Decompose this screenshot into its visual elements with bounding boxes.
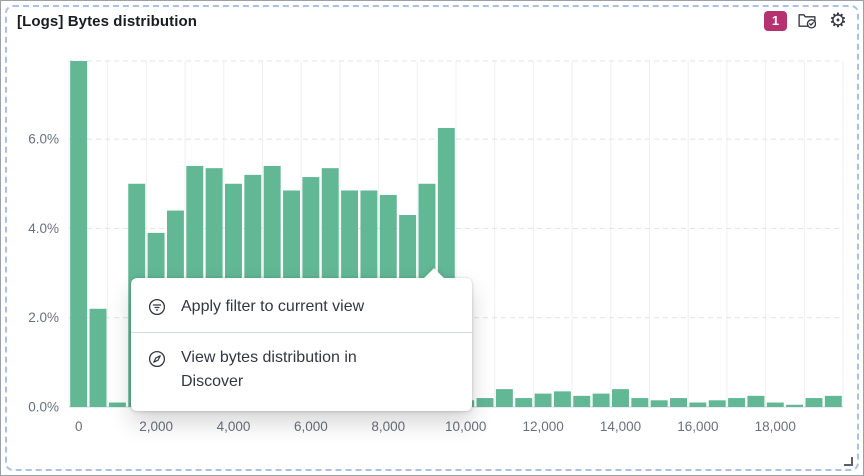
histogram-bar[interactable] xyxy=(515,398,533,407)
gear-icon: ⚙ xyxy=(829,10,847,32)
histogram-bar[interactable] xyxy=(89,308,107,407)
x-tick-label: 18,000 xyxy=(755,419,796,434)
y-tick-label: 4.0% xyxy=(28,221,59,236)
x-tick-label: 0 xyxy=(75,419,83,434)
histogram-bar[interactable] xyxy=(631,398,649,407)
y-tick-label: 2.0% xyxy=(28,310,59,325)
histogram-bar[interactable] xyxy=(573,395,591,407)
filter-count-badge[interactable]: 1 xyxy=(764,11,787,31)
x-tick-label: 8,000 xyxy=(371,419,405,434)
compass-icon xyxy=(147,349,167,369)
panel-context-menu: Apply filter to current view View bytes … xyxy=(131,268,472,411)
x-tick-label: 4,000 xyxy=(217,419,251,434)
folder-check-icon xyxy=(798,11,817,32)
histogram-bar[interactable] xyxy=(650,400,668,407)
y-tick-label: 0.0% xyxy=(28,400,59,415)
histogram-bar[interactable] xyxy=(108,402,126,407)
histogram-bar[interactable] xyxy=(495,389,513,407)
save-to-library-button[interactable] xyxy=(796,10,818,32)
histogram-bar[interactable] xyxy=(747,395,765,407)
menu-item-view-in-discover[interactable]: View bytes distribution in Discover xyxy=(131,333,472,407)
panel-controls: 1 ⚙ xyxy=(764,10,849,32)
x-tick-label: 12,000 xyxy=(522,419,563,434)
x-tick-label: 14,000 xyxy=(600,419,641,434)
y-tick-label: 6.0% xyxy=(28,132,59,147)
histogram-bar[interactable] xyxy=(824,395,842,407)
menu-divider xyxy=(131,332,472,333)
histogram-bar[interactable] xyxy=(805,398,823,407)
histogram-bar[interactable] xyxy=(689,402,707,407)
x-tick-label: 6,000 xyxy=(294,419,328,434)
histogram-bar[interactable] xyxy=(553,391,571,407)
histogram-bar[interactable] xyxy=(708,400,726,407)
menu-item-label: View bytes distribution in Discover xyxy=(181,349,357,390)
histogram-bar[interactable] xyxy=(70,61,88,407)
histogram-bar[interactable] xyxy=(728,398,746,407)
histogram-bar[interactable] xyxy=(670,398,687,407)
panel-header: [Logs] Bytes distribution 1 ⚙ xyxy=(17,10,849,32)
x-tick-label: 10,000 xyxy=(445,419,486,434)
menu-item-apply-filter[interactable]: Apply filter to current view xyxy=(131,282,472,332)
panel-resize-handle[interactable] xyxy=(844,457,853,466)
x-tick-label: 16,000 xyxy=(677,419,718,434)
histogram-bar[interactable] xyxy=(534,393,552,407)
panel-title: [Logs] Bytes distribution xyxy=(17,12,197,30)
filter-in-circle-icon xyxy=(147,297,167,317)
x-tick-label: 2,000 xyxy=(139,419,173,434)
histogram-bar[interactable] xyxy=(766,402,784,407)
panel-settings-button[interactable]: ⚙ xyxy=(827,10,849,32)
histogram-bar[interactable] xyxy=(476,398,494,407)
menu-item-label: Apply filter to current view xyxy=(181,298,365,315)
histogram-bar[interactable] xyxy=(592,393,610,407)
histogram-bar[interactable] xyxy=(786,404,804,407)
histogram-bar[interactable] xyxy=(612,389,629,407)
